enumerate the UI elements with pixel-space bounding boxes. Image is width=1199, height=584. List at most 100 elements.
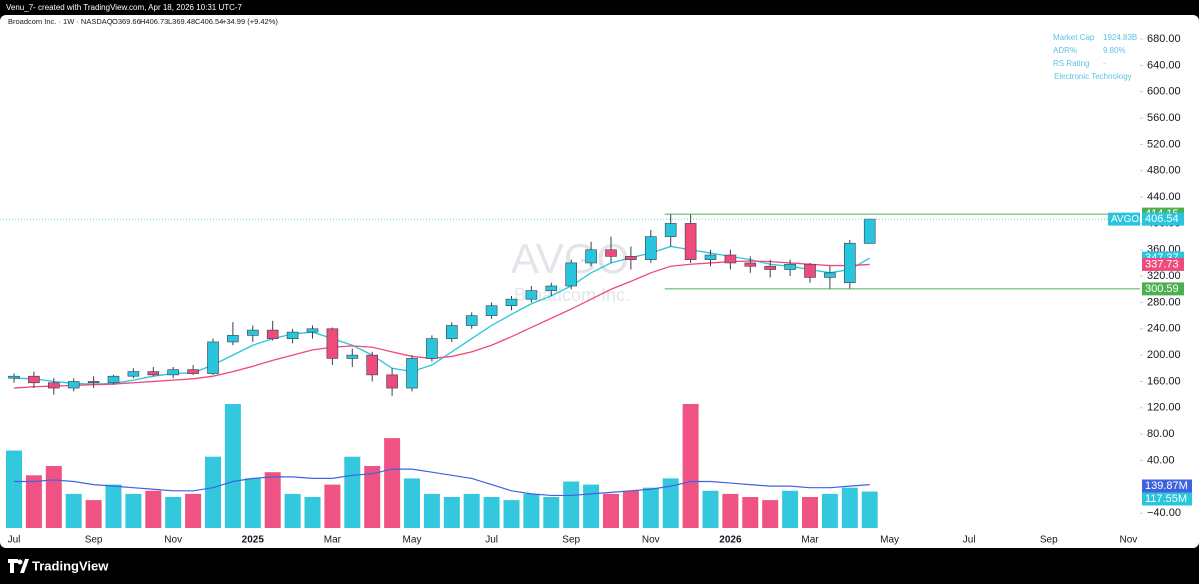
candle-body <box>644 236 657 260</box>
x-tick-label: Nov <box>1120 535 1138 546</box>
price-tag-bg <box>1142 212 1184 226</box>
y-tick-label: 40.00 <box>1147 454 1175 466</box>
volume-bar <box>583 484 600 528</box>
x-tick-label: Mar <box>801 535 819 546</box>
candle-body <box>266 329 279 339</box>
candle-body <box>505 298 518 307</box>
volume-bar <box>65 493 82 528</box>
volume-bar <box>404 478 420 528</box>
ma-tag: 337.73 <box>1145 258 1179 270</box>
candle-body <box>625 256 637 260</box>
info-text: RS Rating <box>1053 59 1089 68</box>
volume-bar <box>722 493 739 528</box>
price-tag: 406.54 <box>1145 213 1179 225</box>
legend-h: H406.73 <box>140 17 168 26</box>
candle-body <box>426 338 438 359</box>
x-tick-label: May <box>880 535 899 546</box>
volume-bar <box>861 491 878 528</box>
candle-body <box>87 381 100 384</box>
candle-body <box>485 305 498 316</box>
y-tick-label: 600.00 <box>1147 86 1181 98</box>
candle-body <box>127 371 140 377</box>
y-tick-label: 560.00 <box>1147 112 1181 124</box>
candle-body <box>804 263 816 278</box>
volume-bar <box>503 500 520 528</box>
candle-body <box>187 369 199 374</box>
candle-body <box>585 249 597 264</box>
y-tick-label: 480.00 <box>1147 165 1181 177</box>
legend-name: Broadcom Inc. · 1W · NASDAQ <box>8 17 113 26</box>
y-tick-label: 280.00 <box>1147 296 1181 308</box>
volume-bar <box>205 456 221 528</box>
candle-body <box>684 223 697 260</box>
volume-pane <box>6 404 878 528</box>
x-tick-label: 2026 <box>719 535 742 546</box>
candle-body <box>843 242 856 283</box>
y-tick-label: 120.00 <box>1147 402 1181 414</box>
volume-bar <box>802 497 818 528</box>
ma-tag-bg <box>1142 257 1184 271</box>
tradingview-logo: TradingView <box>8 558 109 573</box>
candle-body <box>704 254 717 260</box>
logo-dot <box>17 559 23 565</box>
legend-change: +34.99 (+9.42%) <box>222 17 278 26</box>
y-tick-label: 680.00 <box>1147 33 1181 45</box>
volume-bar <box>105 484 122 528</box>
y-tick-label: −40.00 <box>1147 507 1181 519</box>
volume-bar <box>463 493 480 528</box>
volume-bar <box>782 490 799 528</box>
candle-body <box>445 325 458 339</box>
volume-bar <box>284 493 301 528</box>
x-tick-label: Jul <box>485 535 498 546</box>
candle-body <box>724 254 737 264</box>
candle-body <box>605 249 617 257</box>
volume-bar <box>662 478 679 528</box>
y-tick-label: 440.00 <box>1147 191 1181 203</box>
info-text: Market Cap <box>1053 33 1095 42</box>
volume-bar <box>264 472 281 528</box>
candle-body <box>227 335 239 343</box>
volume-bar <box>25 475 42 528</box>
volume-bar <box>85 500 102 528</box>
volume-bar <box>762 500 779 528</box>
volume-bar <box>344 456 361 528</box>
y-tick-label: 240.00 <box>1147 323 1181 335</box>
volume-tag: 139.87M <box>1145 480 1188 492</box>
y-tick-label: 520.00 <box>1147 138 1181 150</box>
volume-bar <box>165 497 182 528</box>
info-text: 9.80% <box>1103 46 1126 55</box>
candle-body <box>565 262 578 287</box>
volume-bar <box>543 497 560 528</box>
candle-body <box>286 331 299 339</box>
candle-body <box>207 341 219 374</box>
candle-body <box>346 354 359 359</box>
candle-body <box>147 371 160 376</box>
candle-body <box>306 328 319 333</box>
candle-body <box>824 272 836 278</box>
y-tick-label: 640.00 <box>1147 59 1181 71</box>
candle-body <box>386 374 398 389</box>
y-tick-label: 160.00 <box>1147 375 1181 387</box>
volume-bar <box>125 493 142 528</box>
candle-body <box>28 375 40 384</box>
volume-bar <box>563 481 580 528</box>
volume-bar <box>742 497 759 528</box>
volume-bar <box>6 450 22 528</box>
volume-bar <box>821 493 838 528</box>
volume-bar <box>523 493 540 528</box>
candle-body <box>47 382 60 389</box>
candle-body <box>545 285 558 291</box>
candle-body <box>784 263 796 270</box>
x-tick-label: Mar <box>324 535 342 546</box>
x-tick-label: Sep <box>85 535 103 546</box>
volume-bar <box>642 487 659 528</box>
x-tick-label: May <box>403 535 422 546</box>
volume-bar <box>244 478 261 528</box>
chart-panel <box>0 15 1199 548</box>
volume-bar <box>603 493 619 528</box>
x-tick-label: Jul <box>8 535 21 546</box>
volume-bar <box>423 493 440 528</box>
volume-bar <box>224 404 241 528</box>
candle-body <box>8 375 20 379</box>
candle-body <box>525 290 538 300</box>
